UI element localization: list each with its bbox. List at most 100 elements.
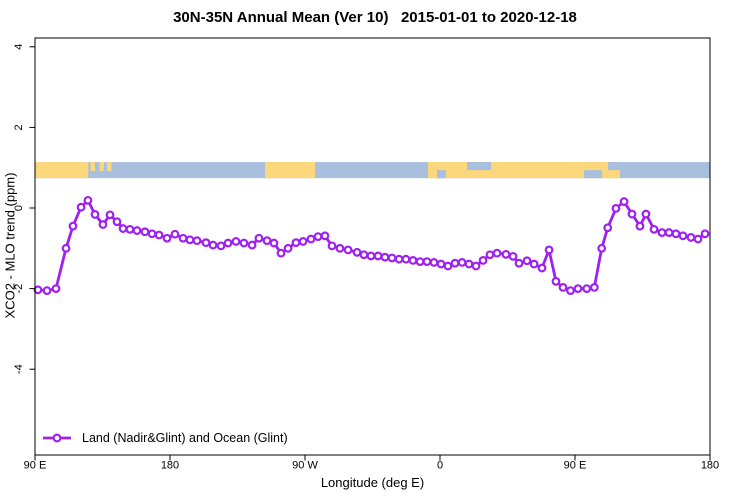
y-tick-label: 4 [13, 44, 25, 50]
x-tick-label: 180 [701, 460, 719, 472]
data-point [401, 254, 411, 264]
data-point [415, 257, 425, 266]
data-point [298, 237, 308, 246]
data-point [231, 237, 241, 246]
data-point [514, 258, 524, 268]
data-point [573, 284, 583, 294]
data-point [269, 238, 279, 248]
data-point [627, 209, 637, 219]
data-point [478, 255, 488, 265]
data-point [686, 233, 696, 242]
data-point [154, 230, 164, 240]
data-point [352, 247, 362, 257]
data-point [185, 235, 195, 245]
legend-marker-icon [43, 432, 71, 443]
data-point [132, 226, 142, 235]
ocean-notch [584, 170, 602, 179]
data-point [457, 258, 467, 267]
data-point [98, 220, 108, 229]
data-point [291, 238, 301, 248]
data-point [387, 253, 397, 263]
data-point [429, 258, 439, 267]
data-point [366, 251, 376, 261]
data-point [247, 240, 257, 250]
x-tick-label: 90 E [24, 460, 47, 472]
data-point [61, 243, 71, 253]
data-point [671, 229, 681, 239]
data-point [147, 229, 157, 239]
data-point [373, 251, 383, 261]
ocean-notch [467, 162, 491, 171]
ocean-notch [437, 170, 446, 179]
x-tick-label: 0 [437, 460, 443, 472]
y-tick-label: 0 [13, 205, 25, 211]
data-point [649, 224, 659, 234]
data-point [327, 241, 337, 251]
data-point [603, 223, 613, 233]
data-point [83, 195, 93, 205]
data-point [678, 231, 688, 241]
legend: Land (Nadir&Glint) and Ocean (Glint) [42, 429, 288, 446]
data-point [700, 229, 710, 239]
data-point [51, 284, 61, 294]
data-point [657, 228, 667, 237]
data-point [201, 238, 211, 248]
data-point [422, 257, 432, 266]
data-point [501, 249, 511, 259]
data-point [408, 255, 418, 265]
island-segment [90, 162, 95, 171]
data-point [306, 234, 316, 244]
x-tick-label: 180 [161, 460, 179, 472]
data-point [522, 256, 532, 266]
chart-title: 30N-35N Annual Mean (Ver 10) 2015-01-01 … [173, 9, 577, 26]
data-point [635, 221, 645, 231]
y-tick-label: 2 [13, 124, 25, 130]
x-tick-label: 90 E [564, 460, 587, 472]
data-point [664, 228, 674, 237]
land-segment [35, 162, 89, 179]
island-segment [99, 162, 104, 171]
data-point [76, 202, 86, 212]
legend-label: Land (Nadir&Glint) and Ocean (Glint) [82, 430, 288, 445]
data-point [485, 250, 495, 260]
ocean-notch [608, 162, 620, 171]
data-point [112, 217, 122, 227]
plot-border [34, 37, 711, 456]
data-point [443, 261, 453, 271]
data-point [589, 282, 599, 292]
data-point [508, 251, 518, 261]
data-point [492, 248, 502, 258]
data-point [529, 259, 539, 269]
data-point [394, 254, 404, 264]
data-point [597, 243, 607, 253]
data-point [544, 245, 554, 255]
data-point [223, 238, 233, 248]
data-point [283, 243, 293, 253]
data-point [566, 286, 575, 296]
data-point [125, 224, 135, 234]
data-point [558, 282, 568, 292]
data-point [436, 259, 446, 269]
data-point [359, 250, 369, 260]
x-tick-label: 90 W [292, 460, 318, 472]
x-axis-label: Longitude (deg E) [320, 475, 425, 490]
data-point [178, 233, 188, 243]
data-point [68, 221, 78, 231]
data-point [343, 245, 353, 255]
data-point [90, 210, 100, 219]
data-point [42, 286, 52, 296]
data-point [192, 236, 202, 246]
y-axis-label: XCO2 - MLO trend (ppm) [2, 172, 18, 319]
data-point [118, 224, 128, 233]
data-point [262, 236, 272, 246]
data-point [313, 232, 323, 242]
data-point [33, 285, 43, 295]
data-point [582, 284, 592, 294]
data-point [693, 234, 703, 244]
data-point [380, 252, 390, 262]
data-point [162, 233, 172, 243]
data-point [320, 231, 330, 241]
data-point [471, 261, 481, 271]
data-point [335, 243, 345, 253]
